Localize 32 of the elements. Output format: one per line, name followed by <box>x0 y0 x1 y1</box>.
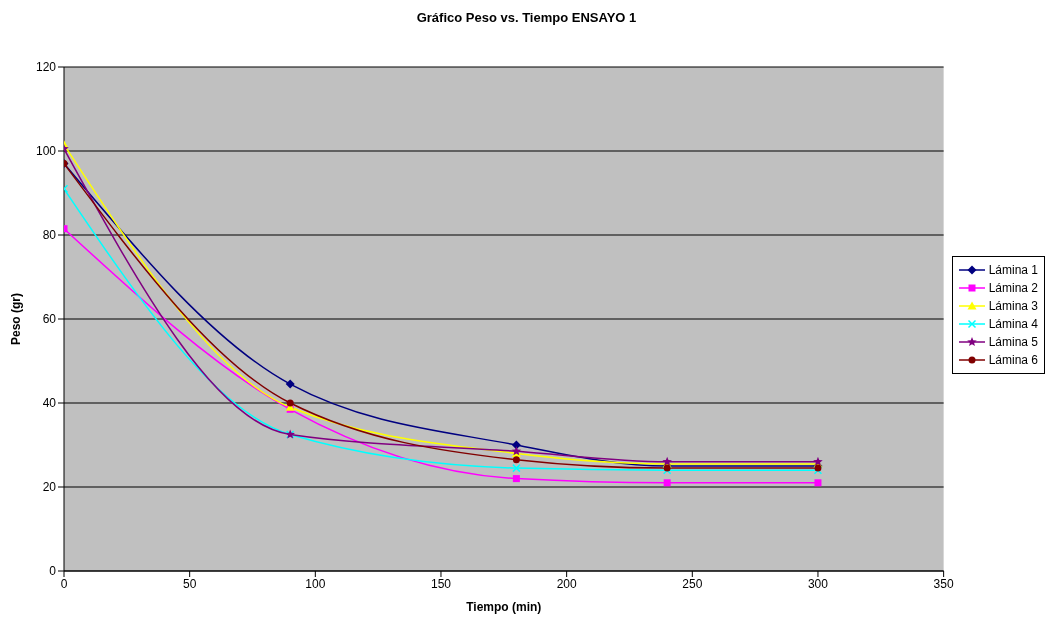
legend-label: Lámina 6 <box>988 352 1038 367</box>
point <box>512 456 520 464</box>
point <box>286 399 294 407</box>
x-tick-label: 350 <box>933 576 954 591</box>
legend-label: Lámina 1 <box>988 262 1038 277</box>
point <box>285 379 295 389</box>
point <box>663 479 671 487</box>
x-tick-label: 50 <box>182 576 197 591</box>
x-axis-title: Tiempo (min) <box>466 600 542 614</box>
x-tick-label: 150 <box>430 576 452 591</box>
x-tick-label: 100 <box>305 576 326 591</box>
point <box>512 475 520 483</box>
y-tick-label: 60 <box>42 312 57 327</box>
legend-label: Lámina 2 <box>988 280 1038 295</box>
point <box>511 440 521 450</box>
y-tick-label: 120 <box>35 60 57 75</box>
point <box>814 479 822 487</box>
x-tick-label: 250 <box>682 576 703 591</box>
y-axis-title: Peso (gr) <box>9 292 24 346</box>
point <box>512 463 521 473</box>
y-tick-label: 20 <box>42 480 57 495</box>
chart-title: Gráfico Peso vs. Tiempo ENSAYO 1 <box>415 10 638 25</box>
x-tick-label: 300 <box>807 576 829 591</box>
y-tick-label: 40 <box>42 396 57 411</box>
y-tick-label: 100 <box>35 144 57 159</box>
legend-label: Lámina 3 <box>988 298 1038 313</box>
legend-label: Lámina 4 <box>988 316 1038 331</box>
y-tick-label: 80 <box>42 228 57 243</box>
legend-label: Lámina 5 <box>988 334 1038 349</box>
x-tick-label: 0 <box>60 576 68 591</box>
y-tick-label: 0 <box>49 564 57 579</box>
x-tick-label: 200 <box>556 576 577 591</box>
